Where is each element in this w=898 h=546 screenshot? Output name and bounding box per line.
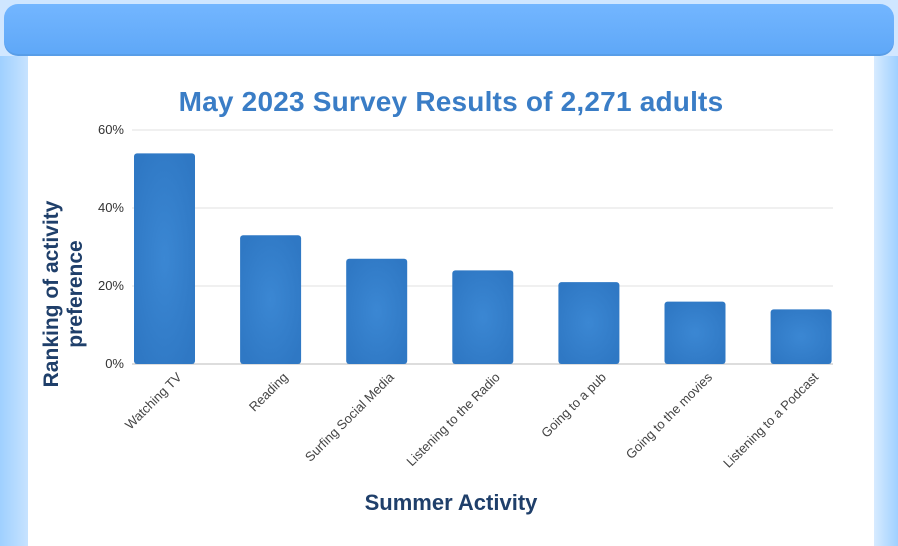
x-tick-label: Listening to a Podcast (720, 369, 821, 470)
left-border (0, 56, 28, 546)
y-tick-label: 60% (98, 122, 124, 137)
bar-listening-to-the-radio (452, 270, 514, 364)
y-tick-label: 20% (98, 278, 124, 293)
top-banner (4, 4, 894, 56)
x-tick-label: Going to a pub (538, 370, 609, 441)
x-tick-label: Reading (246, 370, 291, 415)
bar-watching-tv (134, 153, 195, 364)
bar-going-to-the-movies (664, 301, 726, 364)
x-axis-label: Summer Activity (364, 490, 538, 515)
x-tick-label: Going to the movies (623, 369, 716, 462)
bar-reading (240, 235, 302, 364)
bar-listening-to-a-podcast (770, 309, 832, 364)
x-tick-label: Surfing Social Media (302, 369, 397, 464)
bar-surfing-social-media (346, 258, 408, 364)
chart-title: May 2023 Survey Results of 2,271 adults (178, 86, 724, 117)
y-tick-label: 40% (98, 200, 124, 215)
right-border (874, 56, 898, 546)
bar-going-to-a-pub (558, 282, 620, 364)
x-tick-label: Listening to the Radio (403, 370, 503, 470)
x-tick-label: Watching TV (122, 369, 185, 432)
y-tick-label: 0% (105, 356, 124, 371)
